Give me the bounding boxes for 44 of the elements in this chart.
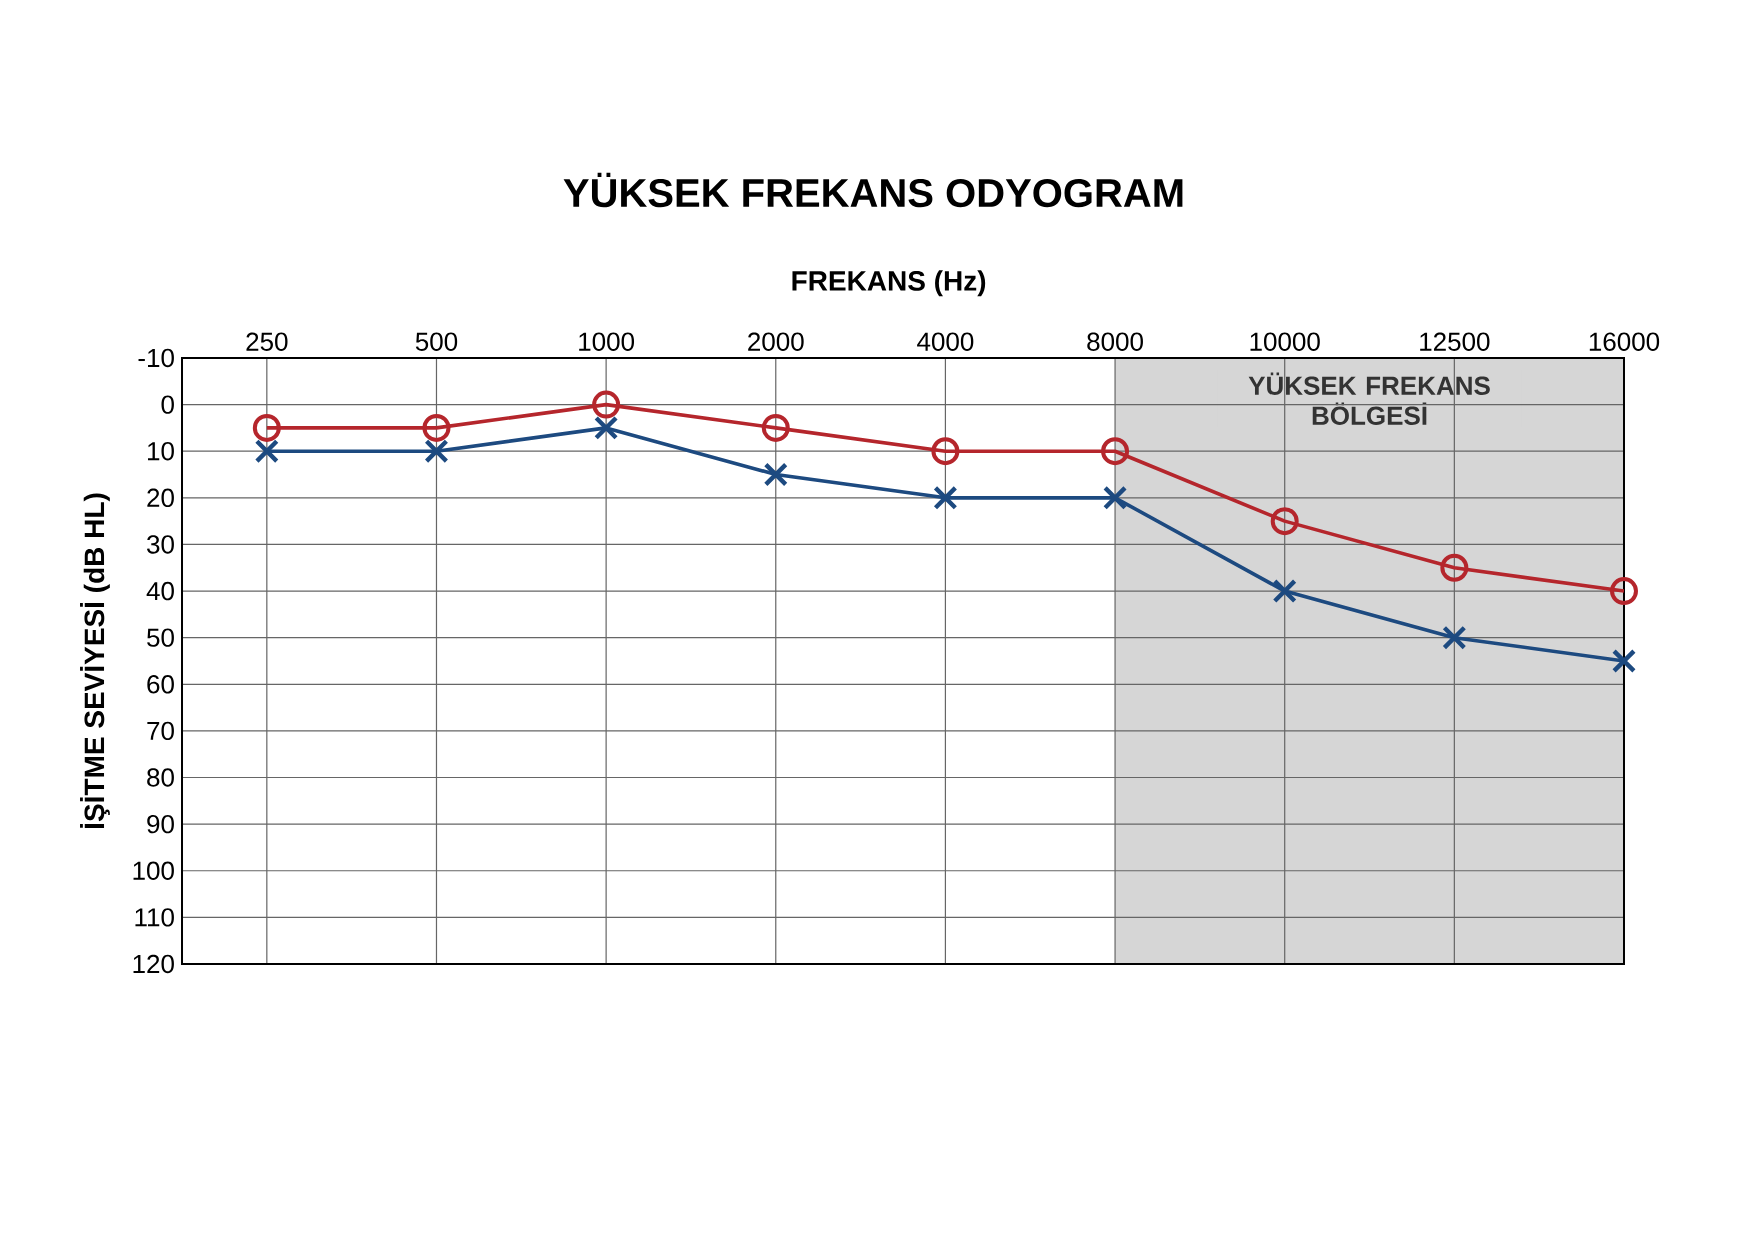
point [1101, 437, 1130, 466]
y-tick-label: 50 [147, 628, 174, 647]
x-tick-label: 16000 [1589, 332, 1660, 351]
x-tick-label: 10000 [1250, 332, 1320, 351]
y-tick-label: 30 [147, 535, 174, 554]
point [1440, 553, 1469, 582]
point [594, 415, 619, 440]
point [933, 485, 958, 510]
x-tick-label: 500 [415, 332, 458, 351]
point [1610, 577, 1638, 606]
y-tick-label: 90 [147, 814, 174, 834]
y-tick-label: 0 [161, 395, 174, 414]
point [1611, 648, 1637, 674]
x-tick-label: 2000 [748, 332, 804, 351]
point [252, 413, 281, 442]
point [1270, 507, 1299, 536]
x-tick-label: 250 [246, 332, 288, 351]
y-tick-label: 20 [147, 488, 174, 508]
y-tick-label: 110 [135, 908, 174, 927]
chart-title: YÜKSEK FREKANS ODYOGRAM [563, 172, 1183, 208]
y-tick-label: 80 [147, 768, 174, 787]
y-tick-label: 100 [133, 861, 174, 880]
point [424, 439, 449, 464]
point [422, 413, 451, 442]
point [1272, 578, 1297, 604]
y-tick-label: -10 [138, 348, 174, 368]
x-axis-title: FREKANS (Hz) [792, 270, 986, 297]
point [931, 437, 960, 466]
y-tick-label: 10 [148, 442, 174, 461]
y-tick-label: 60 [147, 675, 174, 694]
x-tick-label: 4000 [917, 332, 974, 351]
x-tick-label: 8000 [1087, 332, 1143, 351]
point [254, 439, 279, 464]
y-tick-label: 40 [146, 581, 174, 601]
point [763, 462, 788, 487]
y-axis-title: İŞİTME SEVİYESİ (dB HL) [80, 493, 110, 828]
y-tick-label: 70 [147, 721, 174, 741]
y-tick-label: 120 [133, 954, 174, 974]
point [1102, 485, 1128, 510]
point [761, 413, 790, 442]
x-tick-label: 1000 [579, 332, 635, 351]
point [1442, 625, 1467, 650]
point [592, 390, 621, 419]
x-tick-label: 12500 [1420, 332, 1490, 351]
